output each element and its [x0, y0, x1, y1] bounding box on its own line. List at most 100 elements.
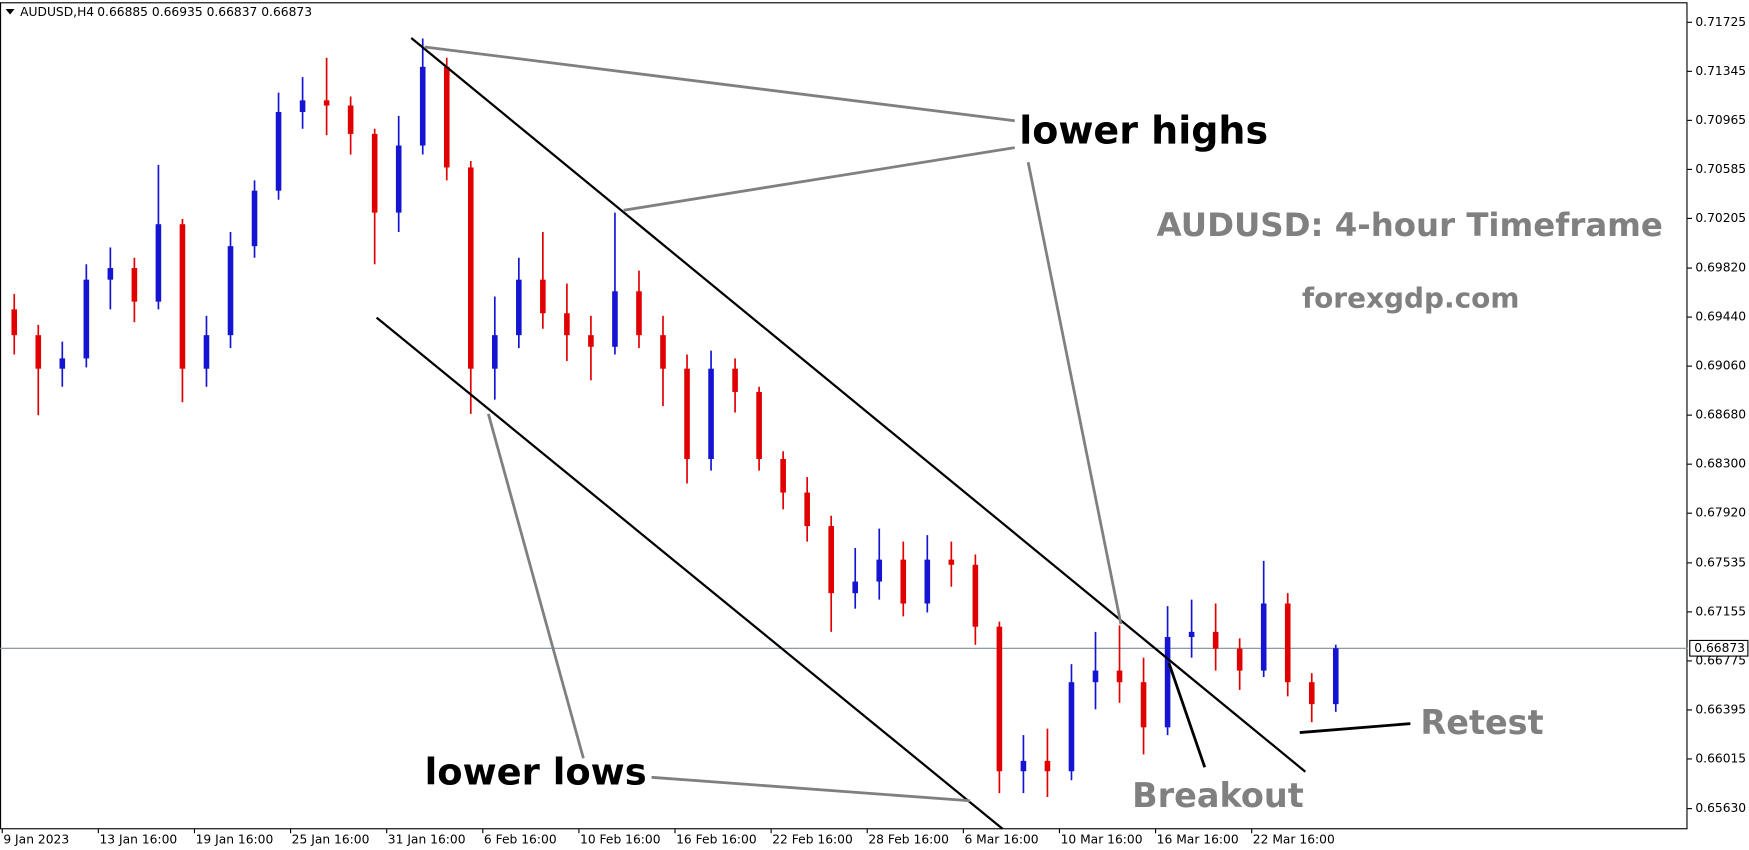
candle-body [35, 335, 42, 369]
y-tick-label: 0.67535 [1695, 555, 1746, 569]
candle-body [467, 167, 474, 369]
y-tick-label: 0.68680 [1695, 408, 1746, 422]
axis-group: 0.71725 0.71345 0.70965 0.70585 0.70205 0.698… [0, 15, 1749, 846]
pointer-line [1026, 161, 1123, 625]
x-tick-label: 6 Mar 16:00 [964, 832, 1038, 846]
candle-body [1164, 637, 1171, 728]
candle-body [1236, 648, 1243, 671]
candle-body [900, 559, 907, 604]
y-tick-label: 0.67155 [1695, 604, 1746, 618]
pointer-line [487, 413, 585, 759]
pointer-line [1167, 662, 1207, 768]
x-tick-label: 6 Feb 16:00 [484, 832, 557, 846]
pointer-line [424, 45, 1015, 123]
x-tick-label: 25 Jan 16:00 [292, 832, 370, 846]
candle-body [876, 559, 883, 582]
x-tick-label: 16 Feb 16:00 [676, 832, 757, 846]
candle-body [708, 368, 714, 460]
candle-body [107, 268, 114, 280]
annotation: Breakout [1132, 776, 1304, 815]
candle-body [1116, 670, 1123, 683]
candle-body [1284, 603, 1291, 683]
y-tick-label: 0.67920 [1695, 506, 1746, 520]
plot-frame [0, 2, 1688, 830]
candle-body [179, 224, 186, 369]
candle-body [59, 358, 66, 369]
annotation-lines [375, 37, 1411, 830]
annotation: lower highs [1019, 109, 1268, 153]
candle-body [323, 100, 330, 106]
y-tick-label: 0.69060 [1695, 359, 1746, 373]
annotation: forexgdp.com [1302, 282, 1519, 315]
candle-body [852, 581, 859, 594]
candle-body [540, 279, 546, 314]
candle-body [828, 526, 834, 594]
y-tick-label: 0.68300 [1695, 457, 1746, 471]
candle-body [588, 335, 594, 347]
x-tick-label: 22 Feb 16:00 [772, 832, 853, 846]
x-tick-label: 22 Mar 16:00 [1253, 832, 1335, 846]
candle-body [1308, 682, 1315, 705]
x-tick-label: 9 Jan 2023 [3, 832, 69, 846]
x-tick-label: 19 Jan 16:00 [196, 832, 274, 846]
annotation: lower lows [425, 750, 647, 793]
candle-body [996, 626, 1003, 772]
candle-body [275, 111, 282, 191]
candle-body [612, 291, 618, 347]
candle-body [972, 564, 979, 627]
candle-body [564, 313, 570, 336]
candle-body [419, 66, 426, 146]
symbol-label: AUDUSD,H4 [20, 5, 94, 19]
candle-body [636, 291, 642, 336]
candle-body [443, 66, 450, 168]
x-tick-label: 16 Mar 16:00 [1157, 832, 1239, 846]
channel-upper [410, 37, 1307, 773]
candle-body [756, 391, 762, 460]
candle-group [11, 38, 1339, 798]
annotation: Retest [1420, 703, 1543, 742]
candle-body [1212, 631, 1219, 649]
candle-body [1332, 648, 1339, 705]
candle-body [1092, 670, 1099, 683]
candle-body [11, 309, 18, 336]
x-tick-label: 28 Feb 16:00 [868, 832, 949, 846]
candle-body [732, 368, 738, 392]
x-tick-label: 13 Jan 16:00 [99, 832, 177, 846]
candle-body [684, 368, 690, 460]
pointer-line [623, 146, 1015, 212]
y-tick-label: 0.66395 [1695, 702, 1746, 716]
candle-body [948, 559, 955, 565]
candle-body [1260, 603, 1267, 671]
candle-body [492, 335, 498, 369]
y-tick-label: 0.66775 [1695, 653, 1746, 667]
x-tick-label: 10 Feb 16:00 [580, 832, 661, 846]
candle-body [203, 335, 210, 369]
channel-lower [375, 316, 1004, 830]
candle-body [347, 105, 354, 134]
y-tick-label: 0.70585 [1695, 162, 1746, 176]
y-tick-label: 0.69820 [1695, 261, 1746, 275]
y-tick-label: 0.69440 [1695, 310, 1746, 324]
candle-body [660, 335, 666, 369]
x-tick-label: 10 Mar 16:00 [1061, 832, 1143, 846]
candle-body [1068, 682, 1075, 772]
candle-body [804, 492, 810, 527]
candle-body [1020, 760, 1027, 772]
y-tick-label: 0.70965 [1695, 113, 1746, 127]
y-tick-label: 0.71345 [1695, 64, 1746, 78]
candle-body [924, 559, 931, 604]
candle-body [1188, 631, 1195, 638]
candle-body [251, 190, 258, 247]
candle-body [516, 279, 522, 336]
candle-body [395, 145, 402, 213]
pointer-line [1299, 722, 1411, 734]
candle-body [1140, 682, 1147, 728]
ohlc-header: 0.66885 0.66935 0.66837 0.66873 [97, 5, 312, 19]
candle-body [155, 224, 162, 302]
candle-body [83, 279, 90, 359]
x-tick-label: 31 Jan 16:00 [388, 832, 466, 846]
annotation: AUDUSD: 4-hour Timeframe [1157, 206, 1663, 244]
y-tick-label: 0.66015 [1695, 751, 1746, 765]
